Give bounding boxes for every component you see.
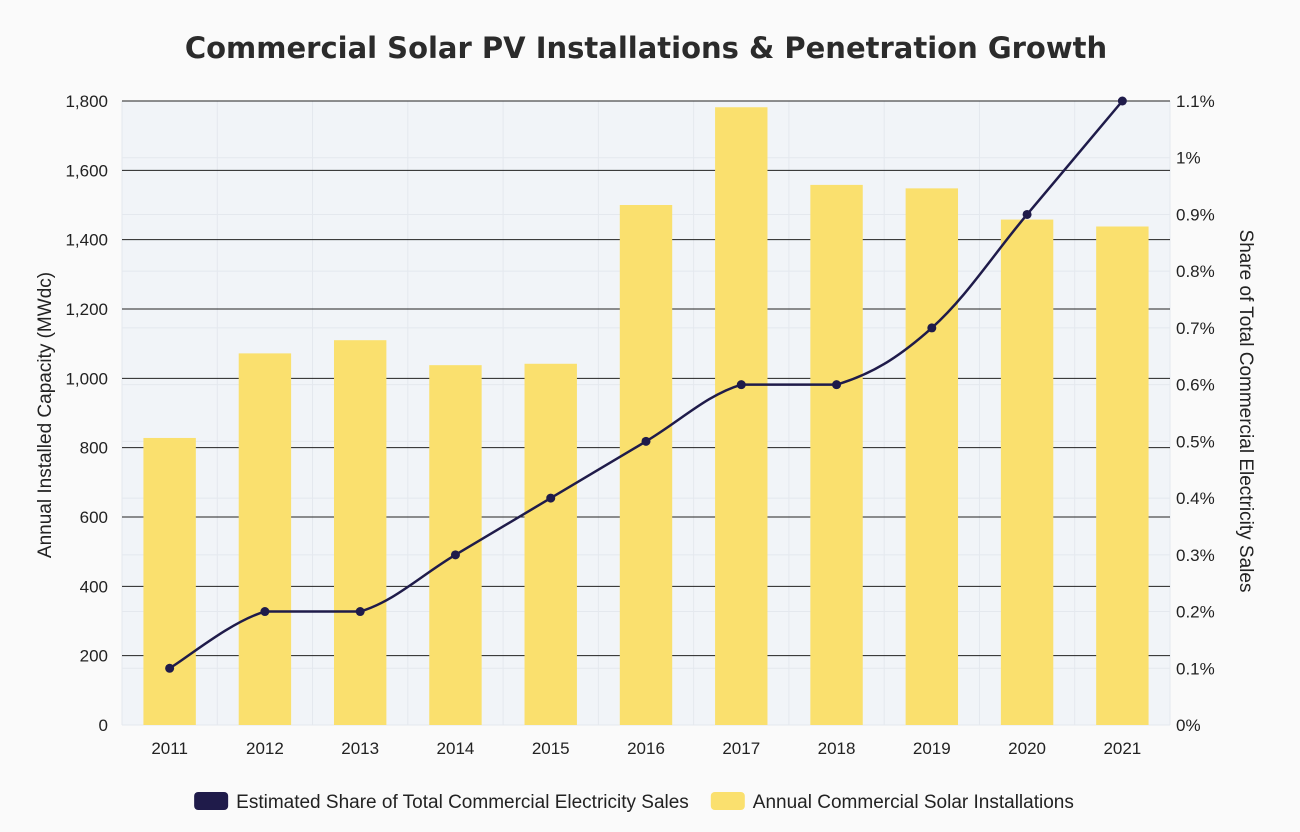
chart-title: Commercial Solar PV Installations & Pene… <box>185 31 1107 65</box>
bar-2011 <box>143 437 196 725</box>
left-tick-label: 1,000 <box>65 369 108 388</box>
left-tick-label: 1,600 <box>65 161 108 180</box>
x-tick-label: 2017 <box>722 739 760 758</box>
left-tick-label: 800 <box>80 439 108 458</box>
y-axis-left-label: Annual Installed Capacity (MWdc) <box>35 272 56 558</box>
share-line <box>168 100 1124 670</box>
legend-swatch <box>194 792 229 810</box>
right-tick-label: 0.7% <box>1176 319 1215 338</box>
y-axis-right-label: Share of Total Commercial Electricity Sa… <box>1235 230 1256 593</box>
x-tick-label: 2016 <box>627 739 665 758</box>
right-tick-label: 1.1% <box>1176 92 1215 111</box>
bar-2019 <box>905 188 959 726</box>
share-point-2021 <box>1117 96 1127 106</box>
right-tick-label: 0.4% <box>1176 489 1215 508</box>
legend-item-installations[interactable]: Annual Commercial Solar Installations <box>710 792 1074 813</box>
bar-2021 <box>1096 226 1149 725</box>
bar-2013 <box>333 340 387 725</box>
share-point-2013 <box>355 607 365 617</box>
right-tick-label: 0.5% <box>1176 432 1215 451</box>
legend-label: Estimated Share of Total Commercial Elec… <box>236 792 689 813</box>
right-tick-label: 0.2% <box>1176 603 1215 622</box>
right-tick-label: 0.9% <box>1176 205 1215 224</box>
share-point-2017 <box>736 380 746 390</box>
right-tick-label: 0.1% <box>1176 659 1215 678</box>
x-tick-label: 2013 <box>341 739 379 758</box>
share-point-2014 <box>450 550 460 560</box>
x-tick-label: 2021 <box>1103 739 1141 758</box>
right-tick-label: 1% <box>1176 149 1201 168</box>
share-point-2011 <box>165 663 175 673</box>
right-tick-label: 0.6% <box>1176 376 1215 395</box>
bar-2015 <box>524 363 577 725</box>
x-tick-label: 2015 <box>532 739 570 758</box>
x-tick-label: 2012 <box>246 739 284 758</box>
bar-2016 <box>619 205 673 725</box>
bar-2018 <box>810 184 863 726</box>
left-tick-label: 1,200 <box>65 300 108 319</box>
x-tick-label: 2019 <box>913 739 951 758</box>
left-tick-label: 0 <box>99 716 108 735</box>
share-point-2015 <box>546 493 556 503</box>
left-tick-label: 600 <box>80 508 108 527</box>
bar-2017 <box>715 107 768 726</box>
share-point-2020 <box>1022 209 1032 219</box>
bar-2020 <box>1000 219 1054 725</box>
bar-2012 <box>238 353 292 725</box>
legend-label: Annual Commercial Solar Installations <box>753 792 1074 813</box>
left-tick-label: 1,400 <box>65 231 108 250</box>
share-point-2016 <box>641 436 651 446</box>
legend-swatch <box>710 792 745 810</box>
x-tick-label: 2020 <box>1008 739 1046 758</box>
x-tick-label: 2014 <box>437 739 475 758</box>
right-tick-label: 0.8% <box>1176 262 1215 281</box>
left-tick-label: 200 <box>80 647 108 666</box>
share-point-2012 <box>260 607 270 617</box>
legend-item-share[interactable]: Estimated Share of Total Commercial Elec… <box>194 792 689 813</box>
left-tick-label: 1,800 <box>65 92 108 111</box>
x-tick-label: 2018 <box>818 739 856 758</box>
share-point-2019 <box>927 323 937 333</box>
left-tick-label: 400 <box>80 577 108 596</box>
right-tick-label: 0% <box>1176 716 1201 735</box>
x-tick-label: 2011 <box>151 739 188 758</box>
share-point-2018 <box>832 380 842 390</box>
right-tick-label: 0.3% <box>1176 546 1215 565</box>
